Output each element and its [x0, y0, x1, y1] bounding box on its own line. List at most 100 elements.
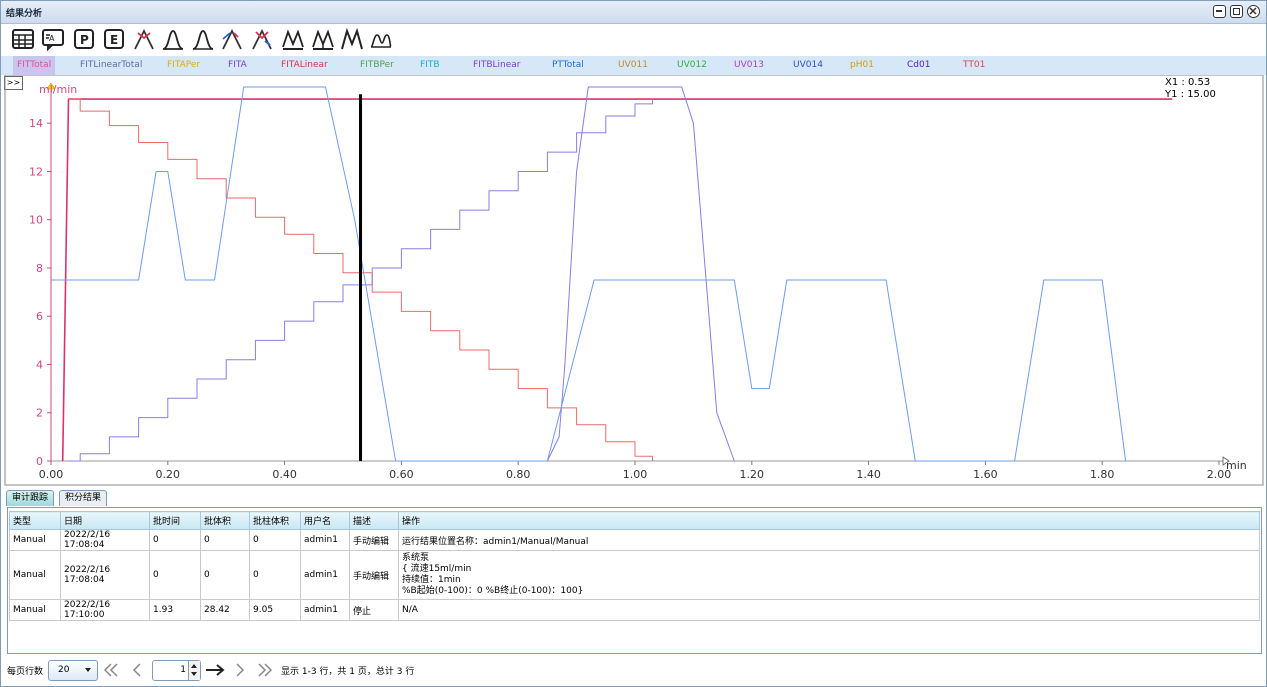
minimize-icon[interactable] [1213, 5, 1226, 18]
series-tab-fitb[interactable]: FITB [420, 60, 440, 70]
cell-user: admin1 [300, 599, 350, 621]
cell-type: Manual [9, 550, 61, 600]
y-tick-label: 14 [29, 117, 43, 130]
multi-peak-split-icon[interactable] [311, 27, 335, 51]
print-p-icon[interactable]: P [72, 27, 96, 51]
col-batch-time-header[interactable]: 批时间 [149, 511, 201, 530]
tab-integration-results[interactable]: 积分结果 [59, 490, 108, 506]
tab-audit-trail[interactable]: 审计跟踪 [6, 490, 55, 506]
peak-baseline-icon[interactable] [191, 27, 215, 51]
cell-batch-time: 0 [149, 550, 201, 600]
y-tick-label: 12 [29, 165, 43, 178]
current-page-value: 1 [180, 665, 186, 675]
series-tab-uv012[interactable]: UV012 [677, 60, 707, 70]
y-axis-label: ml/min [39, 83, 77, 96]
go-to-page-icon[interactable] [204, 662, 226, 678]
series-tab-fitalinear[interactable]: FITALinear [281, 60, 328, 70]
audit-table: 类型 日期 批时间 批体积 批柱体积 用户名 描述 操作 Manual 2022… [9, 511, 1260, 621]
series-tab-tt01[interactable]: TT01 [963, 60, 986, 70]
cursor-x-readout: X1 : 0.53 [1165, 77, 1210, 88]
series-tab-uv014[interactable]: UV014 [793, 60, 823, 70]
next-page-icon[interactable] [234, 662, 246, 678]
series-tab-uv011[interactable]: UV011 [618, 60, 648, 70]
multi-peak-merge-icon[interactable] [340, 27, 364, 51]
table-row[interactable]: Manual 2022/2/16 17:08:04 0 0 0 admin1 手… [9, 550, 1260, 600]
paging-summary: 显示 1-3 行，共 1 页，总计 3 行 [281, 667, 415, 677]
export-e-icon[interactable]: E [102, 27, 126, 51]
cell-operation: 系统泵 { 流速15ml/min 持续值：1min %B起始(0-100)：0 … [398, 550, 1260, 600]
x-tick-label: 1.80 [1090, 468, 1115, 481]
table-view-icon[interactable] [11, 27, 35, 51]
series-tab-ph01[interactable]: pH01 [850, 60, 874, 70]
rows-per-page-value: 20 [58, 665, 70, 675]
title-bar: 结果分析 [1, 1, 1266, 24]
close-icon[interactable] [1247, 5, 1260, 18]
cell-description: 手动编辑 [349, 550, 399, 600]
rows-per-page-select[interactable]: 20 [48, 660, 98, 681]
y-tick-label: 0 [36, 455, 43, 468]
previous-page-icon[interactable] [131, 662, 143, 678]
table-header-row: 类型 日期 批时间 批体积 批柱体积 用户名 描述 操作 [9, 511, 1260, 530]
table-row[interactable]: Manual 2022/2/16 17:08:04 0 0 0 admin1 手… [9, 529, 1260, 551]
spinner-buttons[interactable] [188, 661, 200, 680]
series-tab-fitbper[interactable]: FITBPer [360, 60, 394, 70]
peak-start-icon[interactable] [220, 27, 244, 51]
series-tab-fitlineartotal[interactable]: FITLinearTotal [80, 60, 143, 70]
y-axis-arrow-icon [46, 82, 56, 90]
cell-date: 2022/2/16 17:08:04 [60, 550, 150, 600]
y-tick-label: 10 [29, 214, 43, 227]
y-tick-label: 2 [36, 407, 43, 420]
page-number-spinner[interactable]: 1 [152, 660, 201, 681]
pager: 每页行数 20 1 显示 1-3 行，共 1 页，总计 3 行 [1, 658, 1266, 684]
cell-user: admin1 [300, 529, 350, 551]
annotation-icon[interactable]: A [41, 27, 65, 51]
svg-text:A: A [49, 34, 55, 43]
col-batch-volume-header[interactable]: 批体积 [200, 511, 250, 530]
cell-batch-time: 0 [149, 529, 201, 551]
chevron-down-icon [85, 668, 91, 672]
cell-column-volume: 9.05 [249, 599, 301, 621]
series-tab-pttotal[interactable]: PTTotal [552, 60, 584, 70]
table-row[interactable]: Manual 2022/2/16 17:10:00 1.93 28.42 9.0… [9, 599, 1260, 621]
chromatogram-chart[interactable]: 0.00 0.20 0.40 0.60 0.80 1.00 1.20 1.40 1.60 1.80… [1, 75, 1266, 486]
cell-date: 2022/2/16 17:08:04 [60, 529, 150, 551]
series-tab-fittotal[interactable]: FITTotal [13, 56, 56, 75]
y-tick-label: 8 [36, 262, 43, 275]
series-tab-fitaper[interactable]: FITAPer [167, 60, 201, 70]
series-tab-uv013[interactable]: UV013 [734, 60, 764, 70]
col-operation-header[interactable]: 操作 [398, 511, 1260, 530]
col-user-header[interactable]: 用户名 [300, 511, 350, 530]
peak-mark-icon[interactable] [132, 27, 156, 51]
col-date-header[interactable]: 日期 [60, 511, 150, 530]
cell-date: 2022/2/16 17:10:00 [60, 599, 150, 621]
series-line-2 [68, 99, 653, 462]
cell-type: Manual [9, 529, 61, 551]
maximize-icon[interactable] [1230, 5, 1243, 18]
cell-batch-volume: 28.42 [200, 599, 250, 621]
chart-frame [4, 75, 1264, 486]
col-column-volume-header[interactable]: 批柱体积 [249, 511, 301, 530]
multi-peak-icon[interactable] [281, 27, 305, 51]
peak-end-icon[interactable] [250, 27, 274, 51]
toolbar: A P E [1, 24, 1266, 55]
last-page-icon[interactable] [257, 662, 273, 678]
col-description-header[interactable]: 描述 [349, 511, 399, 530]
smooth-peak-icon[interactable] [369, 27, 393, 51]
series-tab-fita[interactable]: FITA [228, 60, 247, 70]
series-tab-strip: FITTotal FITLinearTotal FITAPer FITA FITALin… [1, 56, 1266, 75]
x-axis-arrow-icon [1222, 456, 1230, 466]
first-page-icon[interactable] [103, 662, 119, 678]
x-tick-label: 0.20 [156, 468, 181, 481]
series-tab-cd01[interactable]: Cd01 [907, 60, 931, 70]
col-type-header[interactable]: 类型 [9, 511, 61, 530]
operation-line: 系统泵 [402, 553, 430, 563]
x-tick-label: 1.00 [623, 468, 648, 481]
peak-icon[interactable] [161, 27, 185, 51]
x-tick-label: 0.60 [389, 468, 414, 481]
cell-batch-time: 1.93 [149, 599, 201, 621]
expand-button[interactable]: >> [4, 76, 23, 90]
x-tick-label: 1.40 [856, 468, 881, 481]
operation-line: %B起始(0-100)：0 %B终止(0-100)：100} [402, 586, 584, 596]
series-tab-fitblinear[interactable]: FITBLinear [473, 60, 521, 70]
